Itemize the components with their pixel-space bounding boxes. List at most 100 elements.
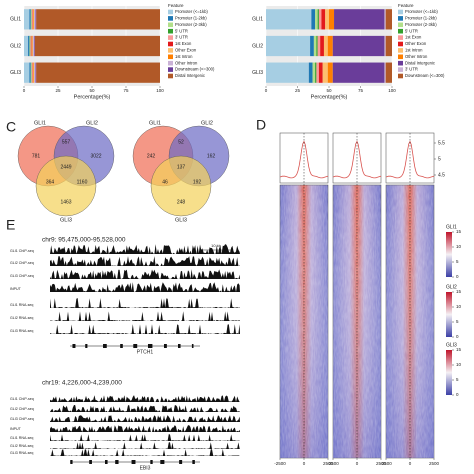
rna-signal [50, 324, 240, 334]
legend-label: 1st Intron [175, 54, 193, 59]
set-label: GLI2 [201, 120, 213, 126]
set-label: GLI3 [175, 217, 187, 223]
track-label: GLI1 ChIP-seq [10, 249, 34, 253]
bar-segment [31, 9, 33, 30]
legend-swatch [398, 41, 403, 47]
chip-signal [50, 256, 240, 266]
legend-swatch [398, 16, 403, 21]
exon [104, 460, 108, 464]
heatmap-texture [386, 185, 434, 458]
bar-segment [34, 35, 160, 57]
bar-segment [317, 9, 319, 30]
bar-segment [320, 35, 324, 57]
y-tick-label: 5 [438, 156, 441, 162]
y-tick-label: GLI2 [10, 43, 21, 49]
venn-circle [35, 155, 97, 217]
bar-segment [33, 62, 35, 83]
legend-swatch [168, 60, 173, 66]
scale-label: 10 kb [211, 243, 222, 248]
region-count: 364 [46, 179, 55, 185]
chip-signal [50, 269, 240, 279]
bar-segment [31, 35, 33, 57]
legend-swatch [398, 28, 403, 34]
legend-swatch [168, 16, 173, 21]
colorbar [446, 350, 452, 395]
heatmap-panel: -2500 0 2500-2500 0 2500-2500 0 25005.554.5GLI… [274, 132, 462, 466]
colorbar-tick-label: 0 [456, 392, 459, 397]
panel-label: E [6, 217, 15, 233]
legend-label: Promoter (<=1kb) [175, 9, 208, 14]
rna-signal [50, 311, 240, 321]
venn-circle [150, 155, 212, 217]
rna-signal [50, 442, 240, 449]
colorbar-tick-label: 0 [456, 274, 459, 279]
region-count: 137 [177, 164, 186, 170]
legend-label: Downstream (<=300) [405, 73, 445, 78]
bar-segment [385, 9, 392, 30]
track-label: GLI1 RNA-seq [10, 436, 33, 440]
tracks-panel: chr9: 95,475,000-95,528,000 10 kb GLI1 ChI… [10, 237, 240, 471]
bar-segment [316, 62, 319, 83]
colorbar-tick-label: 10 [456, 304, 462, 309]
track-label: GLI2 RNA-seq [10, 444, 33, 448]
legend-swatch [398, 35, 403, 40]
gene-label: EBI3 [140, 465, 151, 471]
region-count: 52 [178, 139, 184, 145]
bar-segment [266, 35, 311, 57]
track-label: GLI2 RNA-seq [10, 316, 33, 320]
bar-segment [332, 35, 385, 57]
region-count: 781 [32, 153, 41, 159]
x-tick-label: 25 [55, 88, 61, 93]
legend-title: Feature [398, 3, 414, 8]
legend-swatch [168, 54, 173, 60]
legend-label: 3' UTR [405, 67, 418, 72]
colorbar-title: GLI1 [446, 224, 457, 230]
bar-segment [36, 9, 160, 30]
legend-swatch [168, 41, 173, 47]
track-label: GLI3 ChIP-seq [10, 274, 34, 278]
legend-swatch [168, 73, 173, 79]
bar-segment [321, 9, 326, 30]
x-axis-label: Percentage(%) [311, 94, 348, 100]
track-label: GLI1 ChIP-seq [10, 397, 34, 401]
profile-curve [385, 140, 435, 179]
x-tick-label: 0 [265, 88, 268, 93]
bar-segment [24, 35, 29, 57]
bar-segment [29, 35, 31, 57]
x-tick-label: 2500 [429, 461, 440, 466]
bar-segment [24, 62, 30, 83]
legend-swatch [398, 54, 403, 60]
legend-label: 1st Intron [405, 48, 423, 53]
bar-segment [30, 9, 32, 30]
bar-segment [24, 9, 30, 30]
bar-segment [32, 35, 35, 57]
exon [160, 460, 165, 464]
rna-signal [50, 434, 240, 441]
bar-segment [29, 9, 31, 30]
legend-swatch [168, 22, 173, 28]
region-count: 192 [193, 179, 202, 185]
legend-label: Distal Intergenic [405, 60, 435, 65]
x-tick-label: 25 [295, 88, 301, 93]
region-count: 557 [62, 139, 71, 145]
legend-swatch [168, 35, 173, 40]
bar-segment [308, 62, 313, 83]
legend-label: Other Intron [175, 60, 198, 65]
bar-segment [32, 9, 34, 30]
legend-label: Distal Intergenic [175, 73, 205, 78]
x-tick-label: -2500 [380, 461, 392, 466]
colorbar-title: GLI2 [446, 284, 457, 290]
bar-segment [322, 62, 328, 83]
chip-signal [50, 395, 240, 402]
rna-signal [50, 298, 240, 308]
bar-segment [384, 62, 386, 83]
x-tick-label: 0 [409, 461, 412, 466]
heatmap-texture [280, 185, 328, 458]
colorbar-tick-label: 0 [456, 334, 459, 339]
bar-segment [327, 35, 333, 57]
profile-curve [279, 140, 329, 179]
panel-label: C [6, 119, 16, 135]
bar-segment [34, 9, 36, 30]
bar-segment [317, 35, 321, 57]
